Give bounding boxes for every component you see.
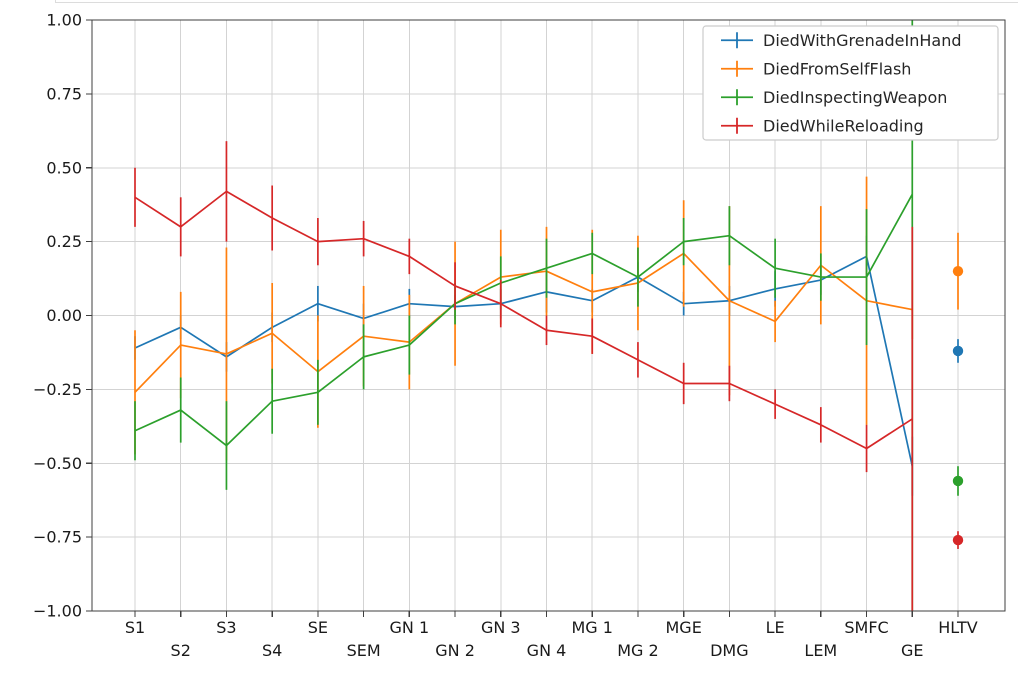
axes-frame (91, 19, 1006, 612)
x-tick-label: MG 2 (617, 641, 658, 660)
y-tick-label: −0.50 (33, 454, 82, 473)
x-tick-label: DMG (710, 641, 749, 660)
y-tick-label: 0.50 (46, 158, 82, 177)
series-DiedWhileReloading (134, 141, 964, 611)
x-tick-label: SE (308, 618, 328, 637)
y-tick-labels: 1.00 0.75 0.50 0.25 0.00 −0.25 −0.50 −0.75 −1.00 (33, 11, 82, 621)
legend: DiedWithGrenadeInHand DiedFromSelfFlash Di… (702, 25, 999, 141)
y-tick-label: −1.00 (33, 602, 82, 621)
window-edge-artifact (55, 2, 1018, 3)
x-tick-label: LEM (804, 641, 837, 660)
legend-label: DiedWhileReloading (763, 116, 924, 135)
series-marker (952, 345, 964, 357)
x-tick-label: MGE (666, 618, 702, 637)
legend-item: DiedWhileReloading (721, 116, 924, 135)
x-tick-label: GE (901, 641, 924, 660)
y-tick-label: 1.00 (46, 11, 82, 30)
y-tick-label: −0.75 (33, 528, 82, 547)
y-tick-label: −0.25 (33, 380, 82, 399)
series-line (134, 255, 914, 467)
series-marker (952, 475, 964, 487)
x-tick-label: MG 1 (571, 618, 612, 637)
window-edge-artifact-corner (55, 0, 56, 3)
x-tick-label: GN 1 (390, 618, 430, 637)
y-tick-label: 0.25 (46, 232, 82, 251)
y-tick-label: 0.00 (46, 306, 82, 325)
x-tick-label: SEM (347, 641, 381, 660)
series-line (134, 252, 913, 393)
legend-label: DiedFromSelfFlash (763, 59, 911, 78)
series-line (134, 190, 913, 450)
series-line (134, 193, 914, 447)
legend-item: DiedWithGrenadeInHand (721, 31, 962, 50)
legend-box (702, 25, 999, 141)
x-tick-label: S1 (125, 618, 145, 637)
x-tick-label: S3 (216, 618, 236, 637)
legend-label: DiedWithGrenadeInHand (763, 31, 962, 50)
legend-item: DiedInspectingWeapon (721, 88, 947, 107)
x-tick-label: HLTV (938, 618, 978, 637)
tick-marks (86, 19, 959, 617)
legend-label: DiedInspectingWeapon (763, 88, 947, 107)
x-tick-label: S2 (171, 641, 191, 660)
legend-item: DiedFromSelfFlash (721, 59, 911, 78)
x-tick-label: SMFC (844, 618, 888, 637)
y-tick-label: 0.75 (46, 84, 82, 103)
x-tick-label: S4 (262, 641, 282, 660)
series-marker (952, 534, 964, 546)
x-tick-labels: S1 S2 S3 S4 SE SEM GN 1 GN 2 GN 3 GN 4MG 1 MG 2 MGE… (125, 618, 978, 660)
series-marker (952, 265, 964, 277)
x-tick-label: GN 3 (481, 618, 521, 637)
x-tick-label: LE (766, 618, 785, 637)
x-tick-label: GN 2 (435, 641, 475, 660)
x-tick-label: GN 4 (527, 641, 567, 660)
